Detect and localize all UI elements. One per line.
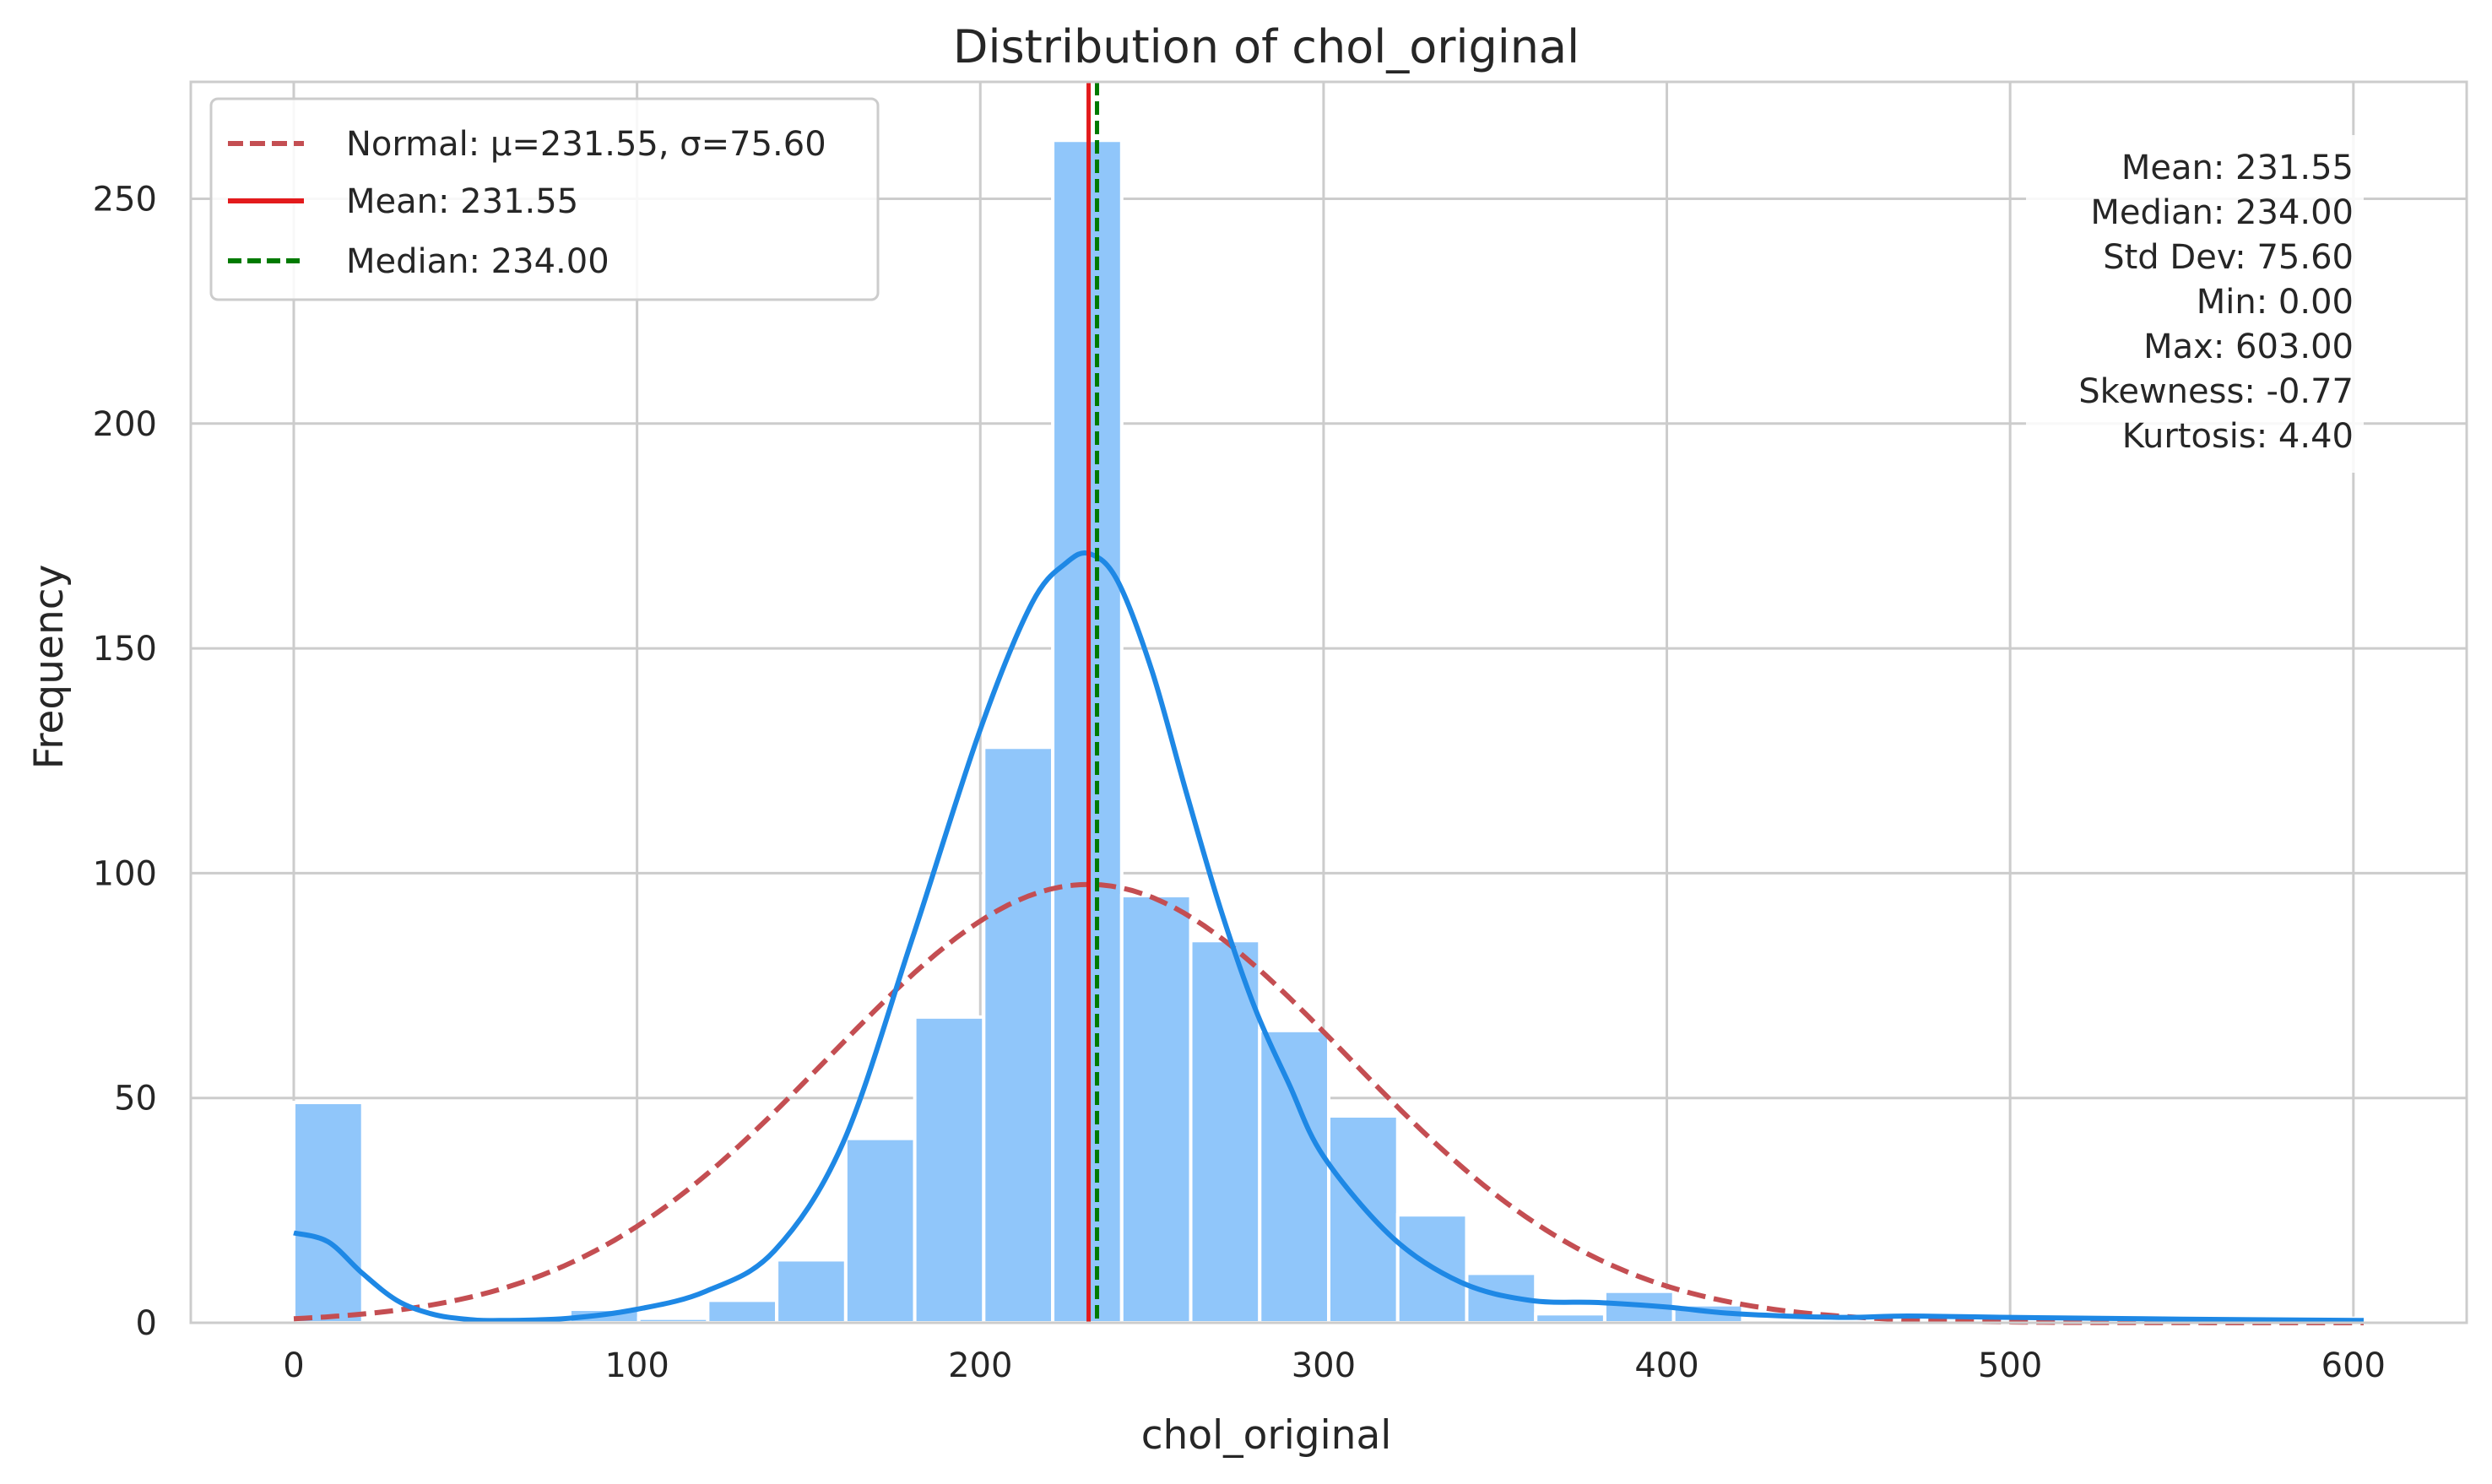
histogram-bar xyxy=(1258,1028,1331,1324)
histogram-bar xyxy=(843,1136,917,1325)
legend-box xyxy=(209,97,880,301)
x-axis-label: chol_original xyxy=(1141,1412,1392,1459)
legend-item-median-label: Median: 234.00 xyxy=(346,242,609,281)
legend-item-mean-label: Mean: 231.55 xyxy=(346,182,578,221)
stats-line: Max: 603.00 xyxy=(2143,328,2354,366)
y-tick-label: 100 xyxy=(93,854,157,893)
x-tick-label: 100 xyxy=(604,1346,669,1385)
chart-title: Distribution of chol_original xyxy=(953,20,1579,73)
x-tick-label: 200 xyxy=(948,1346,1012,1385)
x-tick-label: 600 xyxy=(2321,1346,2386,1385)
stats-line: Kurtosis: 4.40 xyxy=(2122,417,2354,456)
stats-line: Mean: 231.55 xyxy=(2121,149,2354,187)
stats-box: Mean: 231.55 Median: 234.00 Std Dev: 75.60… xyxy=(2026,135,2364,473)
x-tick-label: 300 xyxy=(1292,1346,1356,1385)
stats-line: Skewness: -0.77 xyxy=(2078,372,2354,411)
histogram-bar xyxy=(982,745,1055,1324)
histogram-bar xyxy=(1327,1114,1400,1324)
y-tick-label: 50 xyxy=(114,1080,157,1118)
stats-line: Min: 0.00 xyxy=(2197,283,2354,322)
tick-labels: 0 100 200 300 400 500 600 0 50 100 150 200 250 xyxy=(93,180,2386,1385)
x-tick-label: 0 xyxy=(283,1346,304,1385)
y-tick-label: 0 xyxy=(136,1304,157,1343)
legend-item-normal-label: Normal: μ=231.55, σ=75.60 xyxy=(346,125,826,164)
kde-curve xyxy=(293,550,2365,1324)
stats-line: Std Dev: 75.60 xyxy=(2103,238,2354,277)
histogram-bar xyxy=(291,1101,365,1324)
legend: Normal: μ=231.55, σ=75.60 Mean: 231.55 Med… xyxy=(209,97,880,301)
y-tick-label: 250 xyxy=(93,180,157,219)
y-axis-label: Frequency xyxy=(26,565,73,770)
histogram-bar xyxy=(913,1015,986,1324)
stats-box-background xyxy=(2026,135,2364,473)
x-tick-label: 500 xyxy=(1978,1346,2042,1385)
plot-frame xyxy=(189,80,2468,1324)
y-tick-label: 200 xyxy=(93,405,157,444)
histogram-bar xyxy=(1534,1312,1606,1324)
histogram-bar xyxy=(706,1298,779,1324)
y-tick-label: 150 xyxy=(93,630,157,669)
axes-frame xyxy=(189,80,2468,1324)
x-tick-label: 400 xyxy=(1634,1346,1698,1385)
histogram-bar xyxy=(775,1258,848,1325)
histogram-bar xyxy=(1119,894,1193,1324)
stats-line: Median: 234.00 xyxy=(2090,193,2354,232)
